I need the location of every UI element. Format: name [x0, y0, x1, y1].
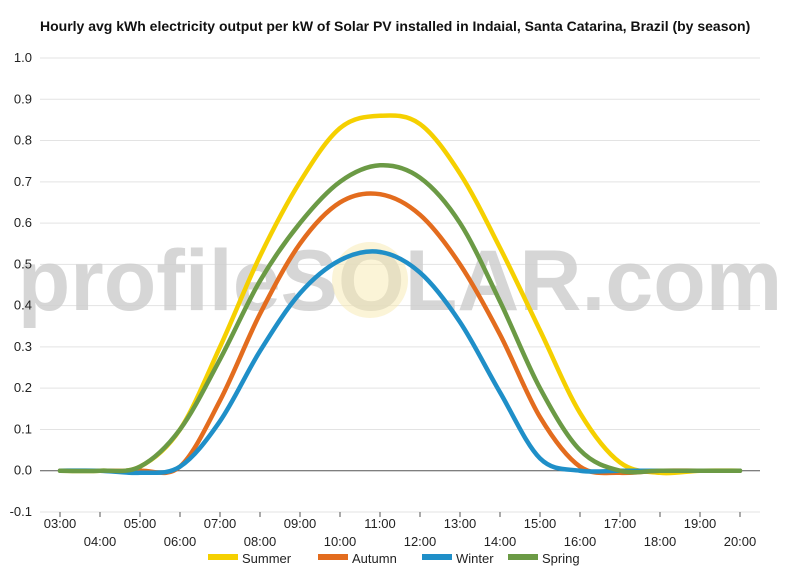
- grid-lines: [40, 57, 760, 513]
- y-tick-label: 0.3: [14, 339, 32, 354]
- x-tick-label: 18:00: [644, 534, 677, 549]
- legend-label-autumn: Autumn: [352, 551, 397, 566]
- x-axis: 03:00 04:00 05:00 06:00 07:00 08:00 09:00 10:00…: [44, 512, 757, 549]
- y-tick-label: 0.0: [14, 463, 32, 478]
- legend: Summer Autumn Winter Spring: [208, 551, 580, 566]
- y-tick-label: 0.4: [14, 298, 32, 313]
- y-axis: -0.1 0.0 0.1 0.2 0.3 0.4 0.5 0.6 0.7 0.8 0.9 1.0: [10, 50, 32, 519]
- x-tick-label: 05:00: [124, 516, 157, 531]
- x-tick-label: 06:00: [164, 534, 197, 549]
- y-tick-label: 0.8: [14, 133, 32, 148]
- y-tick-label: -0.1: [10, 504, 32, 519]
- watermark-sun: [332, 242, 408, 318]
- x-tick-label: 19:00: [684, 516, 717, 531]
- series-line-spring: [57, 162, 743, 475]
- y-tick-label: 0.2: [14, 380, 32, 395]
- x-tick-label: 16:00: [564, 534, 597, 549]
- x-tick-label: 03:00: [44, 516, 77, 531]
- x-tick-label: 13:00: [444, 516, 477, 531]
- x-tick-label: 12:00: [404, 534, 437, 549]
- x-tick-label: 09:00: [284, 516, 317, 531]
- y-tick-label: 0.6: [14, 215, 32, 230]
- y-tick-label: 0.1: [14, 421, 32, 436]
- legend-swatch-spring: [508, 554, 538, 560]
- y-tick-label: 0.7: [14, 174, 32, 189]
- y-tick-label: 0.9: [14, 91, 32, 106]
- chart-title: Hourly avg kWh electricity output per kW…: [40, 18, 751, 34]
- y-tick-label: 1.0: [14, 50, 32, 65]
- x-tick-label: 15:00: [524, 516, 557, 531]
- series-lines: [57, 113, 743, 476]
- legend-label-summer: Summer: [242, 551, 292, 566]
- x-tick-label: 11:00: [364, 516, 396, 531]
- x-tick-label: 20:00: [724, 534, 757, 549]
- y-tick-label: 0.5: [14, 256, 32, 271]
- legend-swatch-summer: [208, 554, 238, 560]
- legend-swatch-winter: [422, 554, 452, 560]
- x-tick-label: 14:00: [484, 534, 517, 549]
- legend-label-spring: Spring: [542, 551, 580, 566]
- legend-label-winter: Winter: [456, 551, 494, 566]
- legend-swatch-autumn: [318, 554, 348, 560]
- x-tick-label: 08:00: [244, 534, 277, 549]
- x-tick-label: 04:00: [84, 534, 117, 549]
- x-tick-label: 17:00: [604, 516, 637, 531]
- x-tick-label: 10:00: [324, 534, 357, 549]
- x-tick-label: 07:00: [204, 516, 237, 531]
